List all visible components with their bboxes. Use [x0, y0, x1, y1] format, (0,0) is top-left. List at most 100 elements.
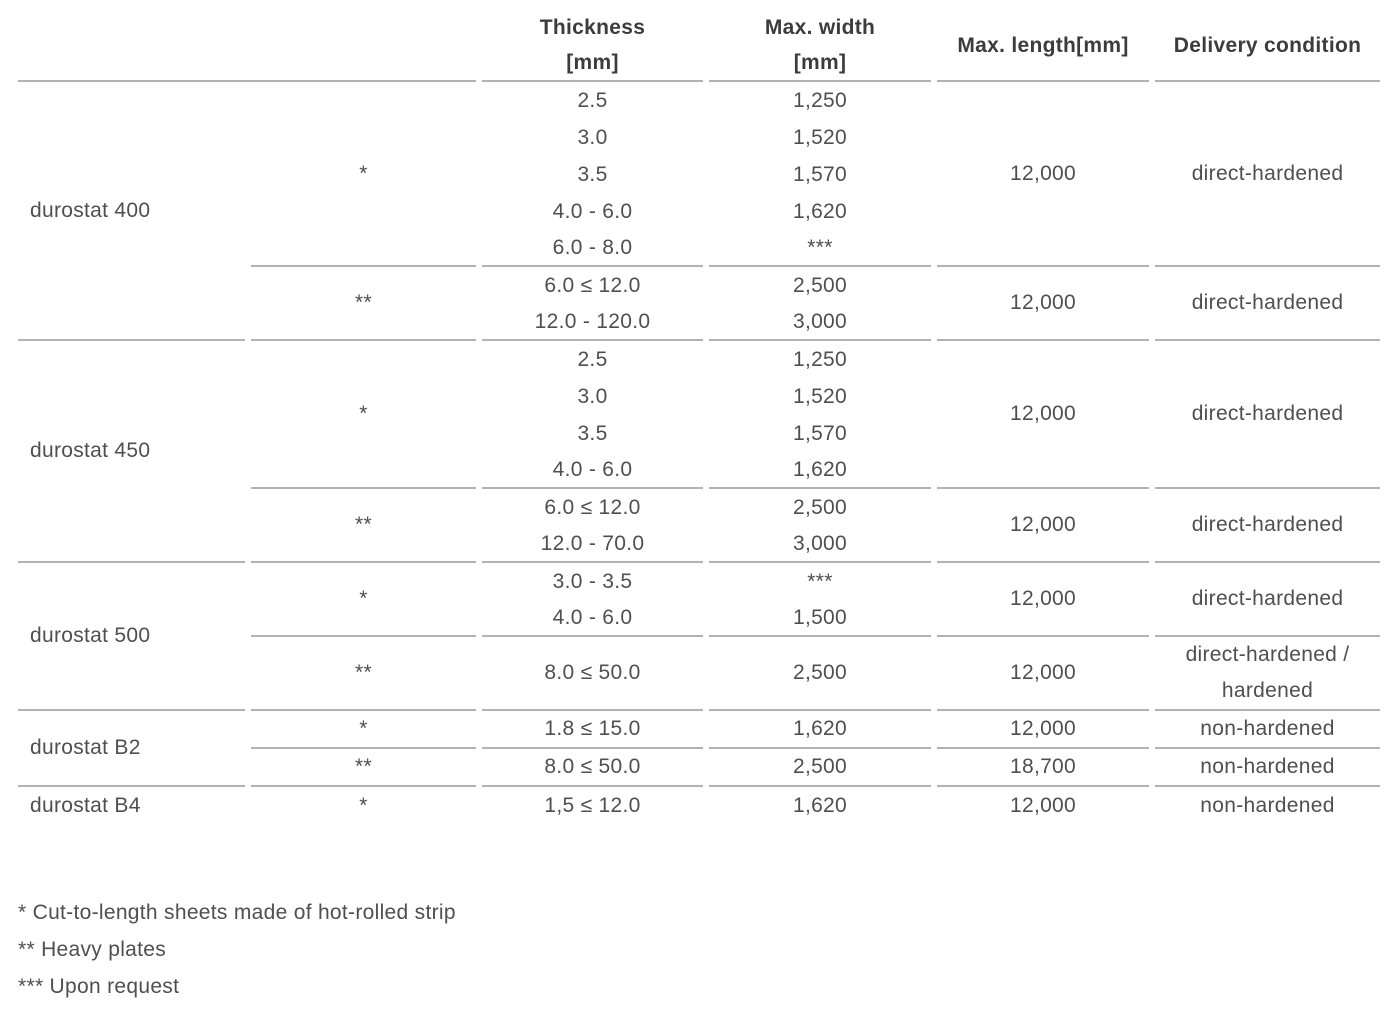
delivery-cell: direct-hardened	[1155, 341, 1380, 489]
table-row: ** 8.0 ≤ 50.0 2,500 12,000 direct-harden…	[18, 637, 1380, 711]
table-row: 3.5 1,570	[18, 415, 1380, 452]
table-row: ** 8.0 ≤ 50.0 2,500 18,700 non-hardened	[18, 749, 1380, 787]
product-cell: durostat B4	[30, 793, 141, 817]
table-row: 4.0 - 6.0 1,500	[18, 600, 1380, 637]
max-length-cell: 12,000	[937, 563, 1149, 637]
product-cell: durostat 450	[18, 341, 245, 563]
thickness-cell: 4.0 - 6.0	[552, 199, 633, 223]
delivery-cell: direct-hardened	[1155, 267, 1380, 341]
thickness-cell: 2.5	[577, 347, 608, 371]
max-width-cell: 1,620	[792, 199, 848, 223]
table-row: 4.0 - 6.0 1,620	[18, 452, 1380, 489]
max-length-cell: 12,000	[937, 637, 1149, 711]
max-width-cell: ***	[807, 569, 833, 593]
thickness-cell: 12.0 - 120.0	[482, 304, 703, 341]
thickness-cell: 3.0 - 3.5	[552, 569, 633, 593]
header-thickness-line2: [mm]	[566, 51, 619, 74]
max-length-cell: 12,000	[937, 711, 1149, 749]
delivery-cell: non-hardened	[1155, 749, 1380, 787]
table-row: 3.0 1,520	[18, 378, 1380, 415]
max-width-cell: 1,570	[792, 162, 848, 186]
thickness-cell: 2.5	[577, 88, 608, 112]
header-row: Thickness [mm] Max. width [mm] Max. leng…	[18, 0, 1380, 82]
header-max-width: Max. width [mm]	[709, 0, 931, 82]
header-empty-cell	[18, 0, 476, 82]
header-thickness: Thickness [mm]	[482, 0, 703, 82]
table-row: ** 6.0 ≤ 12.0 2,500 12,000 direct-harden…	[18, 489, 1380, 563]
max-length-cell: 12,000	[937, 267, 1149, 341]
max-width-cell: 1,620	[709, 711, 931, 749]
footnotes: * Cut-to-length sheets made of hot-rolle…	[18, 894, 1400, 1005]
table-row: 3.0 1,520	[18, 119, 1380, 156]
delivery-cell: direct-hardened	[1155, 563, 1380, 637]
max-width-cell: 2,500	[709, 749, 931, 787]
thickness-cell: 8.0 ≤ 50.0	[482, 637, 703, 711]
max-length-cell: 18,700	[937, 749, 1149, 787]
durostat-spec-table: Thickness [mm] Max. width [mm] Max. leng…	[12, 0, 1386, 824]
table-row: durostat B2 * 1.8 ≤ 15.0 1,620 12,000 no…	[18, 711, 1380, 787]
delivery-cell: non-hardened	[1200, 793, 1335, 817]
footnote-cut-to-length: * Cut-to-length sheets made of hot-rolle…	[18, 901, 456, 924]
delivery-cell: direct-hardened	[1155, 82, 1380, 267]
table-row: durostat 400 * 2.5 1,250 12,000 direct-h…	[18, 82, 1380, 341]
delivery-cell: direct-hardened / hardened	[1155, 637, 1380, 711]
product-cell: durostat B2	[18, 711, 245, 787]
max-width-cell: ***	[709, 230, 931, 267]
thickness-cell: 4.0 - 6.0	[482, 452, 703, 489]
marker-cell: **	[251, 267, 476, 341]
table-row: ** 6.0 ≤ 12.0 2,500 12,000 direct-harden…	[18, 267, 1380, 341]
thickness-cell: 3.5	[577, 421, 608, 445]
thickness-cell: 1.8 ≤ 15.0	[482, 711, 703, 749]
max-width-cell: 1,250	[792, 347, 848, 371]
product-cell: durostat 400	[18, 82, 245, 341]
max-width-cell: 1,620	[792, 793, 848, 817]
max-width-cell: 2,500	[709, 637, 931, 711]
table-row: 12.0 - 70.0 3,000	[18, 526, 1380, 563]
max-width-cell: 1,520	[792, 384, 848, 408]
marker-cell: *	[251, 341, 476, 489]
header-max-width-line2: [mm]	[793, 51, 847, 74]
thickness-cell: 12.0 - 70.0	[482, 526, 703, 563]
delivery-cell: non-hardened	[1155, 711, 1380, 749]
product-cell: durostat 500	[18, 563, 245, 711]
marker-cell: *	[251, 82, 476, 267]
header-max-width-line1: Max. width	[764, 16, 876, 39]
max-length-cell: 12,000	[937, 341, 1149, 489]
max-length-cell: 12,000	[937, 82, 1149, 267]
thickness-cell: 4.0 - 6.0	[482, 600, 703, 637]
header-max-length: Max. length[mm]	[937, 0, 1149, 82]
max-width-cell: 1,250	[792, 88, 848, 112]
marker-cell: **	[251, 637, 476, 711]
footnote-heavy-plates: ** Heavy plates	[18, 938, 167, 961]
thickness-cell: 3.0	[577, 384, 608, 408]
marker-cell: *	[359, 793, 368, 817]
table-row: durostat 450 * 2.5 1,250 12,000 direct-h…	[18, 341, 1380, 563]
thickness-cell: 6.0 - 8.0	[482, 230, 703, 267]
table-row: 6.0 - 8.0 ***	[18, 230, 1380, 267]
max-width-cell: 1,520	[792, 125, 848, 149]
delivery-cell: direct-hardened	[1155, 489, 1380, 563]
header-delivery-condition: Delivery condition	[1155, 0, 1380, 82]
marker-cell: **	[251, 489, 476, 563]
thickness-cell: 6.0 ≤ 12.0	[544, 495, 641, 519]
thickness-cell: 1,5 ≤ 12.0	[544, 793, 641, 817]
max-width-cell: 1,500	[709, 600, 931, 637]
header-thickness-line1: Thickness	[539, 16, 646, 39]
table-row: durostat 500 * 3.0 - 3.5 *** 12,000 dire…	[18, 563, 1380, 711]
max-width-cell: 2,500	[792, 495, 848, 519]
table-row: durostat B4 * 1,5 ≤ 12.0 1,620 12,000 no…	[18, 787, 1380, 824]
max-length-cell: 12,000	[937, 489, 1149, 563]
max-width-cell: 2,500	[792, 273, 848, 297]
max-width-cell: 1,570	[792, 421, 848, 445]
thickness-cell: 6.0 ≤ 12.0	[544, 273, 641, 297]
thickness-cell: 8.0 ≤ 50.0	[482, 749, 703, 787]
footnote-upon-request: *** Upon request	[18, 975, 180, 998]
max-length-cell: 12,000	[1009, 793, 1077, 817]
table-row: 12.0 - 120.0 3,000	[18, 304, 1380, 341]
marker-cell: *	[251, 563, 476, 637]
max-width-cell: 3,000	[709, 304, 931, 341]
table-row: 3.5 1,570	[18, 156, 1380, 193]
marker-cell: *	[251, 711, 476, 749]
thickness-cell: 3.0	[577, 125, 608, 149]
max-width-cell: 3,000	[709, 526, 931, 563]
